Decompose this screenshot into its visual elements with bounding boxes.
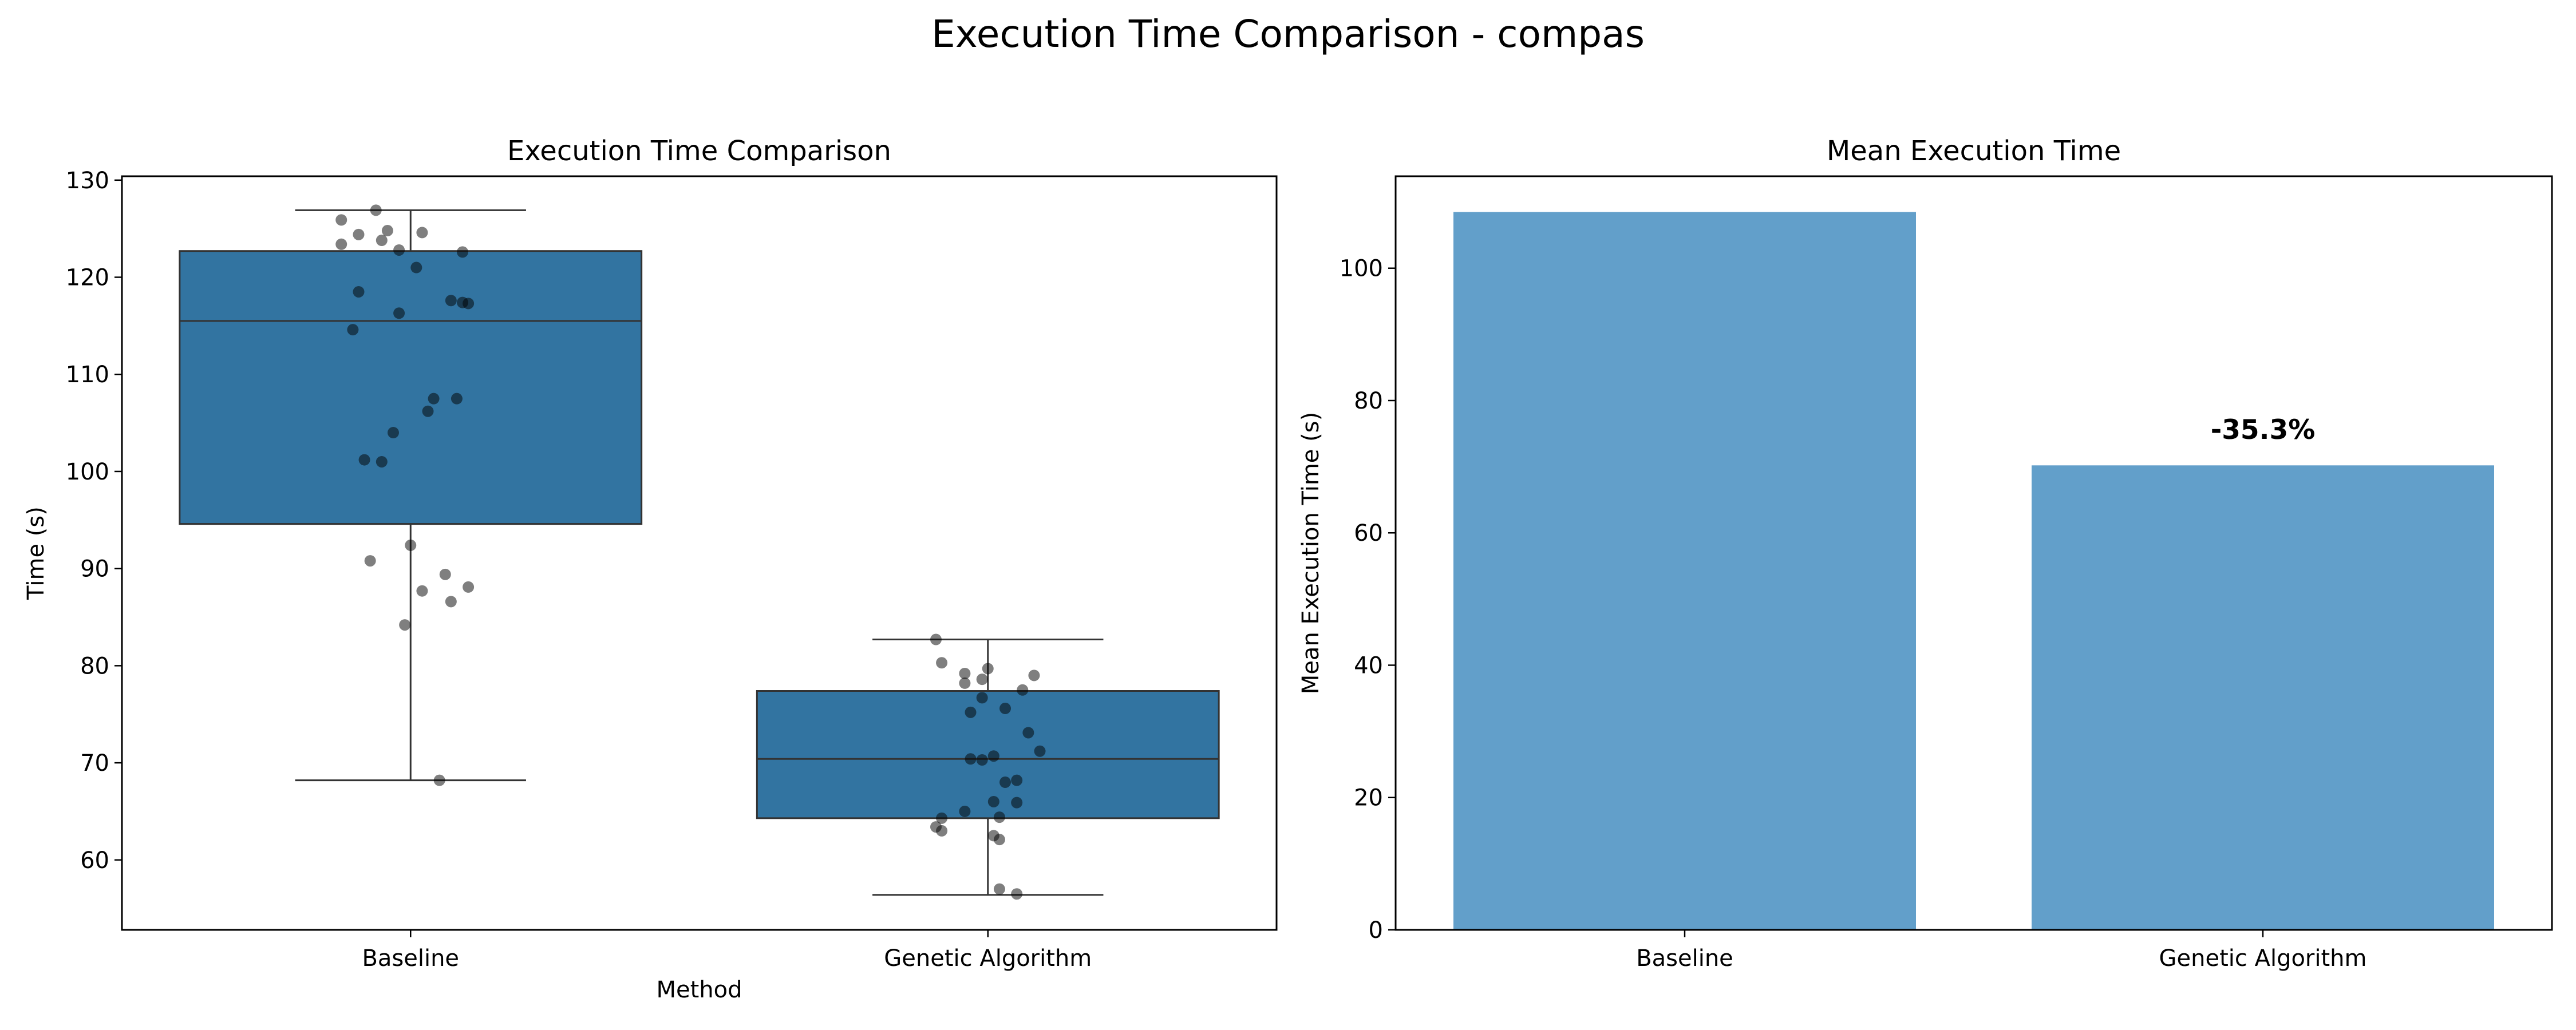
data-point: [433, 774, 445, 786]
data-point: [416, 227, 428, 239]
box-plot-panel: Execution Time Comparison Method Time (s…: [23, 135, 1278, 1003]
box-plot-spines: [121, 175, 1278, 931]
bar-chart-area: -35.3% 0 20 40 60 80 100 Baseline Genetic Algori…: [1340, 175, 2553, 972]
bar: [2032, 465, 2494, 930]
data-point: [965, 753, 977, 765]
data-point: [1011, 888, 1023, 900]
data-point: [376, 235, 388, 247]
y-tick-label: 60: [80, 847, 109, 874]
data-point: [405, 539, 417, 551]
y-tick-label: 120: [66, 265, 109, 291]
data-point: [936, 657, 948, 669]
data-point: [976, 692, 988, 704]
data-point: [358, 454, 370, 466]
x-tick-label: Genetic Algorithm: [884, 945, 1092, 972]
y-tick-label: 20: [1354, 785, 1383, 811]
data-point: [428, 393, 440, 405]
data-point: [381, 225, 393, 237]
bar-chart-panel: Mean Execution Time Mean Execution Time …: [1298, 135, 2553, 972]
data-point: [370, 204, 382, 216]
data-point: [364, 555, 376, 567]
data-point: [982, 663, 994, 675]
data-point: [965, 706, 977, 718]
data-point: [416, 585, 428, 597]
y-tick-label: 70: [80, 750, 109, 777]
y-tick-label: 130: [66, 168, 109, 194]
data-point: [936, 812, 948, 824]
y-tick-label: 60: [1354, 520, 1383, 546]
x-tick-label: Genetic Algorithm: [2159, 945, 2367, 972]
data-point: [451, 393, 463, 405]
data-point: [347, 324, 359, 336]
box-plot-y-axis-label: Time (s): [23, 506, 49, 600]
bar: [1453, 212, 1916, 930]
data-point: [1034, 745, 1046, 757]
box-iqr: [756, 690, 1220, 819]
data-point: [999, 777, 1012, 789]
data-point: [387, 427, 399, 439]
data-point: [393, 307, 405, 319]
data-point: [930, 633, 942, 645]
data-point: [376, 455, 388, 468]
bar-chart-title: Mean Execution Time: [1827, 135, 2121, 167]
bar-annotation: -35.3%: [2211, 414, 2316, 446]
data-point: [1028, 670, 1040, 682]
data-point: [959, 677, 971, 689]
data-point: [976, 674, 988, 686]
y-tick-label: 90: [80, 556, 109, 583]
data-point: [959, 667, 971, 679]
data-point: [353, 228, 365, 240]
data-point: [936, 825, 948, 837]
figure-suptitle: Execution Time Comparison - compas: [931, 12, 1645, 56]
data-point: [1022, 727, 1034, 739]
data-point: [410, 262, 422, 274]
box-plot-x-axis-label: Method: [656, 977, 742, 1003]
bar-chart-spines: [1394, 175, 2553, 931]
data-point: [393, 244, 405, 256]
data-point: [463, 298, 475, 310]
data-point: [445, 295, 457, 307]
data-point: [959, 805, 971, 817]
y-tick-label: 40: [1354, 652, 1383, 679]
data-point: [993, 811, 1005, 823]
x-tick-label: Baseline: [362, 945, 459, 972]
x-tick-label: Baseline: [1636, 945, 1733, 972]
data-point: [999, 703, 1012, 715]
data-point: [1011, 774, 1023, 786]
data-point: [445, 596, 457, 608]
data-point: [976, 754, 988, 766]
box-plot-title: Execution Time Comparison: [507, 135, 891, 167]
data-point: [463, 581, 475, 593]
data-point: [335, 238, 347, 250]
data-point: [993, 834, 1005, 846]
data-point: [987, 750, 999, 762]
y-tick-label: 100: [1340, 256, 1383, 282]
y-tick-label: 110: [66, 362, 109, 388]
data-point: [422, 405, 434, 417]
data-point: [457, 246, 469, 258]
y-tick-label: 0: [1369, 917, 1383, 944]
data-point: [353, 286, 365, 298]
bar-chart-y-axis-label: Mean Execution Time (s): [1298, 412, 1324, 694]
box-plot-area: 60 70 80 90 100 110 120 130 Baseline Genetic Algo…: [66, 168, 1278, 972]
data-point: [439, 568, 451, 580]
data-point: [993, 883, 1005, 895]
data-point: [1011, 797, 1023, 809]
y-tick-label: 100: [66, 459, 109, 485]
y-tick-label: 80: [80, 653, 109, 679]
data-point: [335, 214, 347, 226]
box-iqr: [179, 250, 643, 525]
data-point: [987, 795, 999, 807]
y-tick-label: 80: [1354, 388, 1383, 414]
data-point: [1017, 684, 1029, 696]
data-point: [399, 619, 411, 631]
